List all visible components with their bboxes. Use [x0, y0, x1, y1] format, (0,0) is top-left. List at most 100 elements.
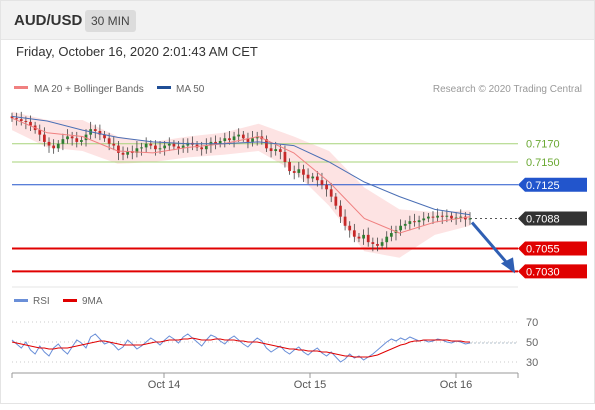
candle-body: [43, 134, 46, 142]
candle-body: [440, 215, 444, 217]
ma50-legend-label: MA 50: [176, 84, 205, 95]
candle-body: [135, 148, 139, 153]
forecast-arrow: [470, 221, 511, 267]
candle-body: [454, 217, 458, 219]
pivot-level-tag-bg: [518, 177, 587, 192]
candle-body: [200, 147, 204, 150]
candle-body: [302, 169, 305, 175]
candle-body: [126, 151, 130, 155]
x-tick-label: Oct 14: [148, 379, 180, 391]
candle-body: [70, 136, 74, 139]
candle-body: [181, 145, 185, 149]
candle-body: [325, 184, 328, 190]
rsi-legend-swatch: [14, 299, 28, 302]
chart-header: AUD/USD 30 MIN: [1, 1, 594, 40]
support-level-tag-bg: [518, 264, 587, 279]
candle-body: [269, 148, 273, 152]
candle-body: [408, 221, 412, 224]
candle-body: [306, 174, 310, 179]
candle-body: [47, 141, 51, 146]
candle-body: [459, 216, 463, 218]
candle-body: [66, 136, 69, 140]
candle-body: [103, 134, 106, 139]
candle-body: [357, 236, 361, 239]
candle-body: [117, 145, 120, 153]
candle-body: [237, 134, 241, 137]
rsi-tick-label: 30: [526, 357, 538, 369]
support-level-tag: 0.7030: [526, 266, 560, 278]
forecast-arrowhead: [501, 257, 515, 274]
candle-body: [177, 146, 180, 149]
rsi-ma-legend-label: 9MA: [82, 296, 103, 307]
candle-body: [172, 143, 176, 147]
candle-body: [334, 196, 338, 206]
candle-body: [265, 139, 268, 149]
candle-body: [246, 138, 250, 142]
candle-body: [218, 141, 222, 144]
candle-body: [140, 147, 143, 149]
candle-body: [112, 143, 116, 146]
candle-body: [431, 216, 435, 218]
candle-body: [24, 120, 28, 122]
candle-body: [399, 225, 402, 231]
candle-body: [329, 189, 333, 197]
candle-body: [241, 134, 245, 139]
candle-body: [56, 143, 60, 149]
resistance-level-label: 0.7150: [526, 157, 560, 169]
candle-body: [10, 116, 14, 119]
candle-body: [339, 205, 342, 217]
candle-body: [255, 136, 259, 139]
candle-body: [292, 171, 296, 173]
candle-body: [61, 139, 65, 144]
candle-body: [167, 143, 171, 146]
candle-body: [376, 243, 379, 246]
candle-body: [463, 216, 467, 220]
last-price-tag-bg: [518, 211, 587, 226]
candle-body: [385, 236, 389, 243]
ma50-line: [11, 115, 471, 216]
support-level-tag: 0.7055: [526, 244, 560, 256]
candle-body: [320, 180, 324, 185]
candle-body: [107, 138, 111, 144]
x-tick-label: Oct 15: [294, 379, 326, 391]
x-axis: Oct 14 Oct 15 Oct 16: [11, 373, 519, 391]
last-price-tag: 0.7088: [526, 213, 560, 225]
candle-body: [251, 138, 254, 142]
candle-body: [158, 148, 162, 150]
candle-body: [362, 234, 365, 239]
candle-body: [154, 145, 157, 150]
rsi-tick-label: 50: [526, 337, 538, 349]
rsi-legend-label: RSI: [33, 296, 50, 307]
candle-body: [223, 138, 227, 142]
candle-body: [445, 215, 449, 217]
ma50-legend-swatch: [157, 86, 171, 89]
candle-body: [80, 140, 83, 142]
candle-body: [297, 169, 301, 173]
rsi-ma-legend-swatch: [63, 299, 77, 302]
timeframe-badge[interactable]: 30 MIN: [85, 10, 136, 32]
x-tick-label: Oct 16: [440, 379, 472, 391]
candle-body: [417, 220, 421, 223]
candle-body: [343, 216, 347, 226]
rsi-line: [11, 333, 471, 363]
rsi-ma-line: [11, 337, 470, 358]
candle-body: [380, 242, 384, 246]
candle-body: [274, 149, 278, 152]
candle-body: [228, 138, 231, 141]
candle-body: [186, 142, 190, 146]
ma20-legend-swatch: [14, 86, 28, 89]
candle-body: [283, 151, 287, 162]
candle-body: [366, 234, 370, 243]
candle-body: [413, 221, 416, 223]
ma20-legend-label: MA 20 + Bollinger Bands: [34, 84, 144, 95]
candle-body: [214, 141, 217, 144]
candle-body: [144, 143, 148, 148]
symbol-title: AUD/USD: [14, 12, 83, 29]
candle-body: [98, 130, 102, 135]
candle-body: [389, 233, 393, 237]
candle-body: [348, 225, 352, 231]
resistance-level-label: 0.7170: [526, 139, 560, 151]
candle-body: [450, 215, 453, 219]
